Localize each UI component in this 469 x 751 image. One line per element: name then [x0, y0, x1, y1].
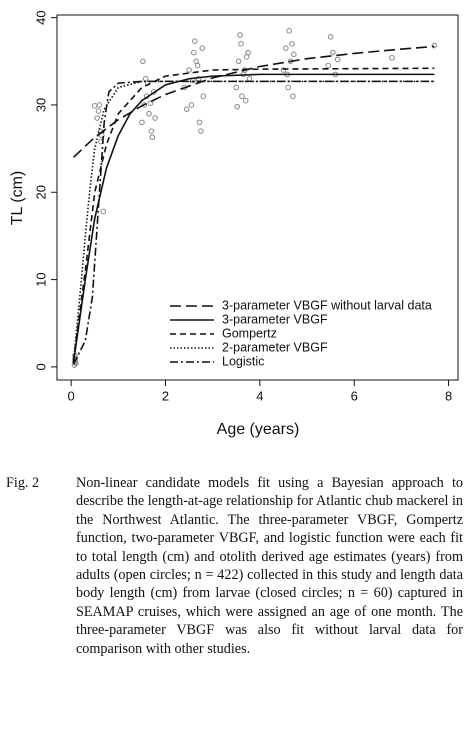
data-point [91, 103, 98, 109]
data-point [246, 75, 253, 82]
data-point [139, 119, 145, 126]
data-point [148, 128, 155, 134]
legend-label: 2-parameter VBGF [222, 340, 328, 354]
data-point [235, 58, 242, 65]
legend-label: 3-parameter VBGF [222, 312, 328, 326]
y-axis-label: TL (cm) [9, 171, 26, 226]
data-point [152, 115, 158, 121]
data-point [200, 93, 207, 100]
model-curve [72, 80, 435, 363]
x-tick-label: 6 [351, 388, 358, 403]
caption-label: Fig. 2 [6, 475, 40, 491]
data-point [142, 75, 149, 82]
data-point [238, 41, 244, 47]
data-point [285, 84, 291, 91]
model-curve [72, 73, 435, 363]
data-point [242, 97, 249, 104]
data-point [334, 56, 341, 63]
data-point [186, 67, 192, 73]
data-point [188, 102, 195, 108]
y-tick-label: 40 [33, 10, 48, 24]
data-point [239, 93, 245, 100]
data-point [389, 54, 395, 61]
chart: Age (years) TL (cm) 0 2 4 6 8 0 10 20 30 40 3-para… [9, 10, 459, 438]
model-curve [72, 45, 435, 158]
data-point [96, 102, 103, 108]
data-point [286, 27, 292, 34]
model-curve [72, 67, 435, 361]
legend-label: 3-parameter VBGF without larval data [222, 298, 432, 312]
data-point [325, 62, 332, 69]
data-point [146, 110, 152, 117]
data-point [199, 45, 206, 51]
data-point [233, 84, 240, 91]
data-point [99, 132, 105, 139]
x-axis-label: Age (years) [217, 421, 300, 438]
data-point [147, 100, 154, 106]
data-point [234, 103, 241, 110]
x-tick-label: 4 [256, 388, 263, 403]
data-point [290, 93, 296, 100]
data-point [100, 208, 107, 215]
x-tick-label: 0 [68, 388, 75, 403]
y-tick-label: 30 [33, 98, 48, 112]
data-point [140, 58, 146, 65]
x-tick-label: 2 [162, 388, 169, 403]
data-point [431, 42, 438, 49]
data-point [280, 67, 287, 73]
data-point [191, 38, 198, 44]
data-point [237, 32, 243, 38]
caption-text: Non-linear candidate models fit using a … [76, 475, 463, 657]
data-point [291, 51, 297, 58]
y-tick-label: 20 [33, 185, 48, 199]
data-point [289, 41, 295, 47]
data-point [149, 134, 156, 141]
data-point [194, 62, 201, 69]
data-point [198, 128, 204, 134]
data-point [94, 115, 100, 121]
data-point [327, 34, 334, 40]
data-point [283, 45, 289, 51]
data-point [95, 108, 102, 114]
y-tick-label: 0 [33, 363, 48, 370]
plot-frame [56, 14, 459, 381]
model-curve [72, 80, 435, 365]
y-tick-label: 10 [33, 272, 48, 286]
data-point [243, 54, 250, 60]
legend-label: Gompertz [222, 326, 277, 340]
data-point [196, 119, 203, 126]
legend-label: Logistic [222, 354, 264, 368]
x-tick-label: 8 [445, 388, 452, 403]
data-point [191, 49, 197, 56]
data-point [183, 106, 190, 113]
data-point [330, 49, 336, 56]
